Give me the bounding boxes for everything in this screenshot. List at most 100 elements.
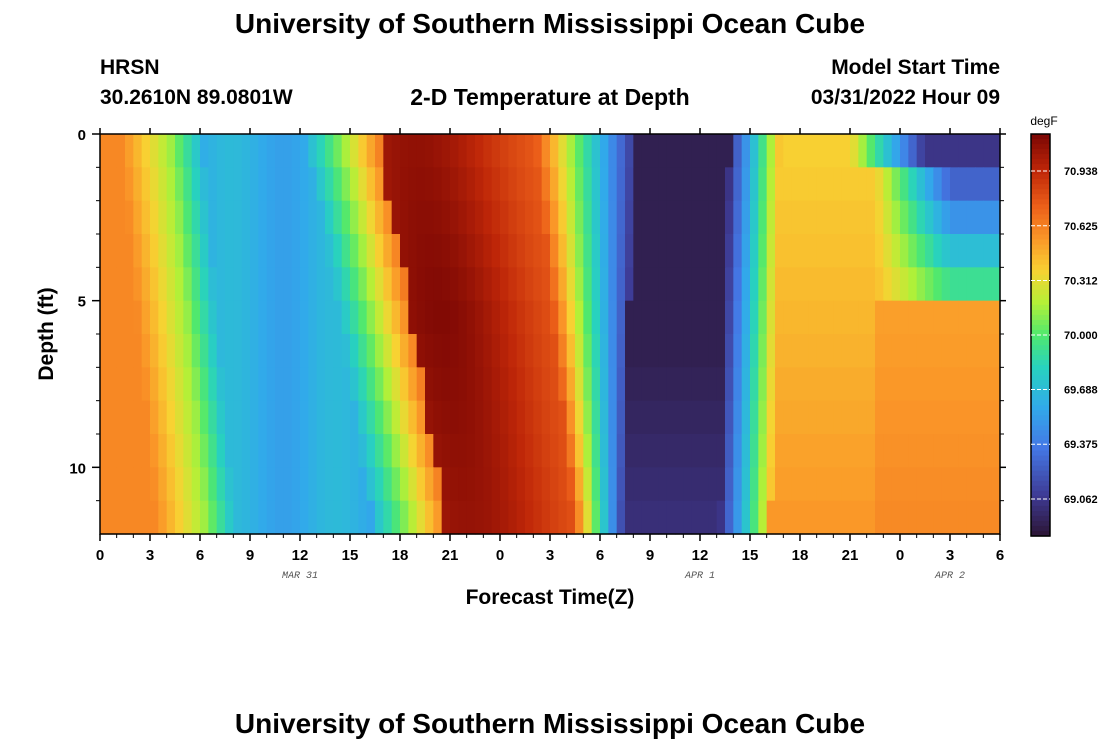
heatmap-cell bbox=[841, 300, 851, 335]
heatmap-cell bbox=[883, 234, 893, 268]
heatmap-cell bbox=[275, 434, 284, 468]
heatmap-cell bbox=[366, 234, 376, 268]
heatmap-cell bbox=[958, 267, 968, 302]
station-name: HRSN bbox=[100, 56, 160, 79]
heatmap-cell bbox=[566, 467, 576, 502]
heatmap-cell bbox=[491, 234, 501, 268]
heatmap-cell bbox=[316, 267, 326, 302]
heatmap-cell bbox=[808, 167, 818, 202]
heatmap-cell bbox=[508, 400, 518, 435]
heatmap-cell bbox=[466, 200, 476, 235]
heatmap-cell bbox=[300, 167, 309, 202]
heatmap-cell bbox=[333, 167, 343, 202]
heatmap-cell bbox=[575, 467, 584, 502]
heatmap-cell bbox=[583, 267, 593, 302]
heatmap-cell bbox=[825, 500, 834, 535]
heatmap-cell bbox=[766, 367, 776, 402]
heatmap-cell bbox=[500, 500, 509, 535]
heatmap-cell bbox=[308, 134, 318, 168]
colorbar-segment bbox=[1031, 249, 1050, 256]
heatmap-cell bbox=[208, 167, 218, 202]
heatmap-cell bbox=[550, 300, 559, 335]
heatmap-cell bbox=[308, 434, 318, 468]
heatmap-cell bbox=[866, 400, 876, 435]
heatmap-cell bbox=[750, 134, 759, 168]
heatmap-cell bbox=[416, 200, 426, 235]
heatmap-cell bbox=[666, 400, 676, 435]
heatmap-cell bbox=[625, 334, 634, 368]
heatmap-cell bbox=[616, 334, 626, 368]
heatmap-cell bbox=[725, 434, 734, 468]
heatmap-cell bbox=[325, 367, 334, 402]
heatmap-cell bbox=[641, 200, 651, 235]
chart-title: University of Southern Mississippi Ocean… bbox=[234, 8, 866, 39]
x-tick-label: 3 bbox=[546, 547, 554, 564]
heatmap-cell bbox=[891, 367, 901, 402]
heatmap-cell bbox=[558, 334, 568, 368]
heatmap-cell bbox=[516, 300, 526, 335]
heatmap-cell bbox=[733, 434, 743, 468]
heatmap-cell bbox=[616, 367, 626, 402]
heatmap-cell bbox=[325, 300, 334, 335]
heatmap-cell bbox=[816, 200, 826, 235]
heatmap-cell bbox=[266, 500, 276, 535]
colorbar-segment bbox=[1031, 490, 1050, 497]
heatmap-cell bbox=[683, 300, 693, 335]
heatmap-cell bbox=[966, 134, 976, 168]
heatmap-cell bbox=[200, 334, 209, 368]
heatmap-cell bbox=[925, 434, 934, 468]
heatmap-cell bbox=[591, 467, 601, 502]
heatmap-cell bbox=[741, 167, 751, 202]
heatmap-cell bbox=[483, 200, 493, 235]
heatmap-cell bbox=[166, 234, 176, 268]
heatmap-cell bbox=[433, 334, 443, 368]
heatmap-cell bbox=[725, 300, 734, 335]
heatmap-cell bbox=[750, 434, 759, 468]
x-tick-label: 18 bbox=[392, 547, 409, 564]
heatmap-cell bbox=[225, 467, 234, 502]
heatmap-cell bbox=[983, 467, 993, 502]
heatmap-cell bbox=[466, 367, 476, 402]
heatmap-cell bbox=[516, 400, 526, 435]
heatmap-cell bbox=[825, 334, 834, 368]
heatmap-cell bbox=[933, 234, 943, 268]
heatmap-cell bbox=[300, 500, 309, 535]
heatmap-cell bbox=[450, 200, 459, 235]
heatmap-cell bbox=[391, 334, 401, 368]
heatmap-cell bbox=[900, 467, 909, 502]
heatmap-cell bbox=[708, 400, 718, 435]
heatmap-cell bbox=[500, 234, 509, 268]
heatmap-cell bbox=[766, 134, 776, 168]
heatmap-cell bbox=[883, 334, 893, 368]
heatmap-cell bbox=[375, 200, 384, 235]
heatmap-cell bbox=[133, 334, 143, 368]
heatmap-cell bbox=[758, 400, 768, 435]
heatmap-cell bbox=[200, 134, 209, 168]
heatmap-cell bbox=[400, 267, 409, 302]
heatmap-cell bbox=[525, 167, 534, 202]
day-labels: MAR 31 APR 1 APR 2 bbox=[282, 571, 965, 582]
heatmap-cell bbox=[708, 367, 718, 402]
heatmap-cell bbox=[175, 167, 184, 202]
x-tick-label: 12 bbox=[692, 547, 709, 564]
heatmap-cell bbox=[308, 267, 318, 302]
heatmap-cell bbox=[500, 167, 509, 202]
heatmap-cell bbox=[791, 234, 801, 268]
heatmap-cell bbox=[516, 367, 526, 402]
heatmap-cell bbox=[308, 234, 318, 268]
heatmap-cell bbox=[250, 500, 259, 535]
heatmap-cell bbox=[600, 367, 609, 402]
heatmap-cell bbox=[833, 267, 843, 302]
heatmap-cell bbox=[408, 434, 418, 468]
heatmap-cell bbox=[891, 267, 901, 302]
heatmap-cell bbox=[733, 300, 743, 335]
heatmap-cell bbox=[433, 167, 443, 202]
heatmap-cell bbox=[825, 267, 834, 302]
heatmap-cell bbox=[316, 400, 326, 435]
heatmap-cell bbox=[658, 234, 668, 268]
heatmap-cell bbox=[375, 167, 384, 202]
heatmap-cell bbox=[333, 267, 343, 302]
heatmap-cell bbox=[816, 434, 826, 468]
colorbar-segment bbox=[1031, 450, 1050, 457]
heatmap-cell bbox=[216, 167, 226, 202]
